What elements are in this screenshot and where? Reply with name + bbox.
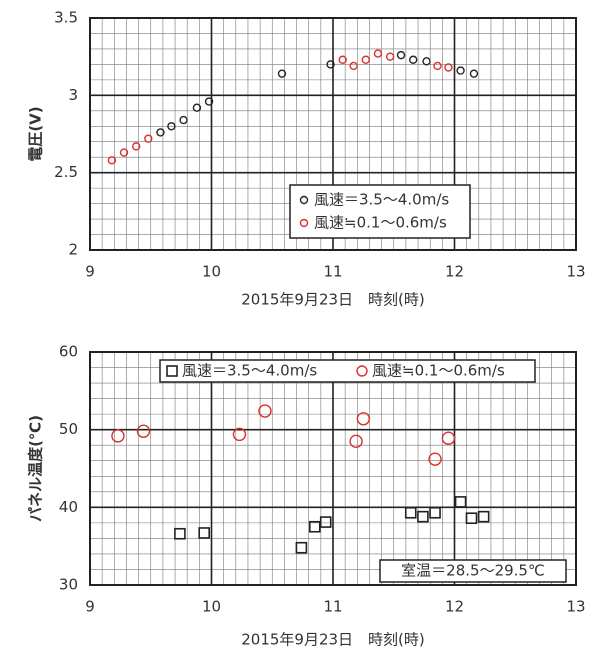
y-tick-label: 3.5 [54,9,78,27]
legend-marker [299,218,309,228]
data-point [408,55,418,64]
data-point [428,452,442,466]
x-axis-label: 2015年9月23日 時刻(時) [241,631,425,649]
data-point [107,156,117,165]
x-tick-label: 13 [566,598,585,616]
data-point [295,541,308,554]
plot-frame [89,351,577,586]
data-point [422,57,431,66]
x-tick-label: 9 [85,263,95,281]
x-tick-label: 12 [445,598,464,616]
x-tick-label: 11 [323,263,342,281]
data-point [349,434,363,449]
data-point [198,527,211,539]
plot-frame [89,17,577,251]
data-point [174,527,186,540]
x-tick-label: 11 [323,598,342,616]
x-tick-label: 9 [85,598,95,616]
data-point [179,115,188,125]
y-axis-label: 電圧(V) [27,106,45,161]
data-point [433,61,442,71]
legend-box [159,359,536,383]
y-tick-label: 40 [59,498,78,516]
data-point [167,122,176,131]
y-tick-label: 50 [59,420,78,438]
y-tick-label: 30 [59,576,78,594]
data-point [192,103,202,112]
legend-marker [299,195,309,205]
data-point [396,50,406,60]
data-point [469,69,479,78]
data-point [349,61,358,71]
data-point [277,69,287,78]
annotation-box [379,559,567,583]
data-point [361,55,371,64]
y-tick-label: 3 [68,86,78,104]
x-tick-label: 12 [445,263,464,281]
y-tick-label: 60 [59,343,78,361]
data-point [373,49,383,58]
y-tick-label: 2 [68,241,78,259]
data-point [136,424,151,438]
legend-label: 風速＝3.5～4.0m/s [182,362,317,380]
data-point [385,52,395,61]
legend-label: 風速≒0.1～0.6m/s [314,214,447,232]
legend-label: 風速≒0.1～0.6m/s [372,362,505,380]
x-tick-label: 13 [566,263,585,281]
data-point [119,148,129,157]
legend-box [289,184,471,239]
data-point [204,97,214,106]
x-tick-label: 10 [202,598,221,616]
data-point [456,66,465,75]
annotation: 室温＝28.5～29.5℃ [401,562,545,580]
legend-marker [166,365,178,377]
data-point [477,510,490,523]
data-point [232,427,247,442]
y-axis-label: パネル温度(℃) [27,415,45,522]
legend-marker [356,365,368,377]
data-point [144,134,153,143]
y-tick-label: 2.5 [54,163,78,181]
data-point [356,412,371,426]
data-point [326,60,335,69]
data-point [319,516,332,528]
data-point [131,142,141,151]
data-point [444,63,453,72]
data-point [308,520,321,533]
data-point [429,506,441,519]
legend-label: 風速＝3.5～4.0m/s [314,191,449,209]
data-point [404,506,417,519]
x-tick-label: 10 [202,263,221,281]
data-point [111,429,125,443]
data-point [338,55,347,64]
data-point [465,512,478,525]
data-point [417,510,429,523]
data-point [441,431,456,445]
data-point [156,128,165,137]
data-point [258,404,272,418]
x-axis-label: 2015年9月23日 時刻(時) [241,291,425,309]
data-point [454,496,467,508]
